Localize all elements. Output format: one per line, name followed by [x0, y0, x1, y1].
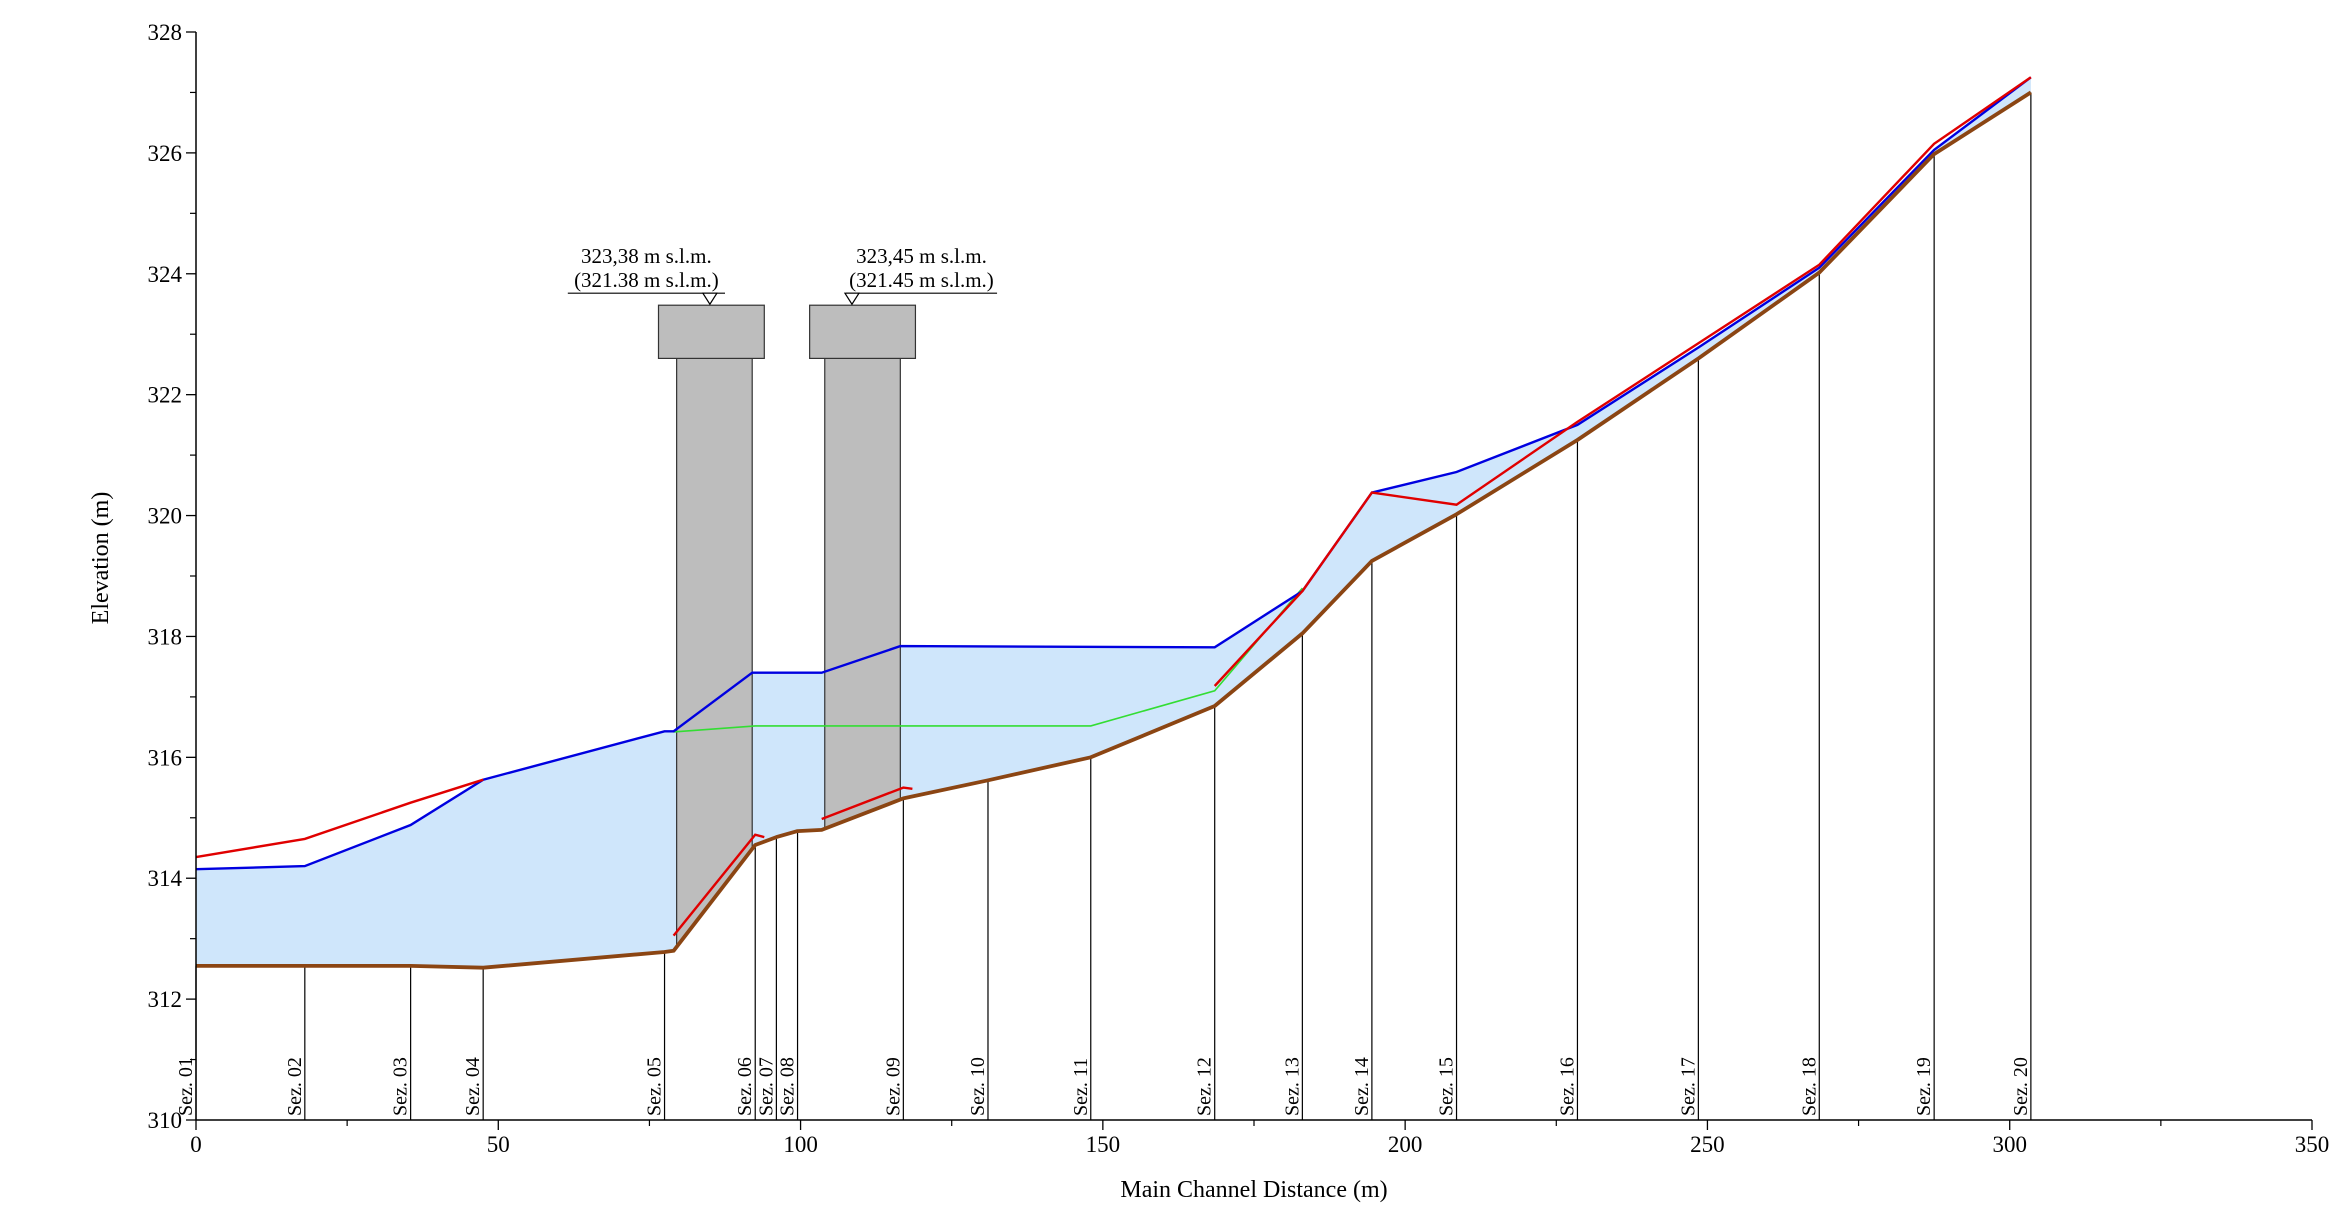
section-label-19: Sez. 19	[1913, 1057, 1935, 1116]
section-label-18: Sez. 18	[1798, 1057, 1820, 1116]
section-label-11: Sez. 11	[1070, 1058, 1092, 1116]
y-tick-label-318: 318	[148, 624, 183, 649]
bridge-deck-1	[657, 304, 765, 360]
y-tick-label-324: 324	[148, 262, 183, 287]
section-label-3: Sez. 03	[390, 1057, 412, 1116]
section-label-17: Sez. 17	[1677, 1057, 1699, 1116]
x-tick-label-150: 150	[1086, 1132, 1121, 1157]
water-fill-area	[196, 77, 2031, 968]
water-surface-line	[195, 76, 2032, 871]
x-tick-label-350: 350	[2295, 1132, 2330, 1157]
x-tick-label-100: 100	[783, 1132, 818, 1157]
x-tick-label-300: 300	[1992, 1132, 2027, 1157]
y-tick-label-328: 328	[148, 20, 183, 45]
x-tick-label-250: 250	[1690, 1132, 1725, 1157]
bridge-label-1-elevation: 323,38 m s.l.m.	[581, 244, 712, 268]
section-label-2: Sez. 02	[284, 1057, 306, 1116]
bridge-label-1-elevation-secondary: (321.38 m s.l.m.)	[574, 268, 719, 292]
section-label-12: Sez. 12	[1194, 1057, 1216, 1116]
section-label-5: Sez. 05	[644, 1057, 666, 1116]
x-tick-label-50: 50	[487, 1132, 510, 1157]
section-label-10: Sez. 10	[967, 1057, 989, 1116]
y-tick-label-326: 326	[148, 141, 183, 166]
y-tick-label-316: 316	[148, 745, 183, 770]
section-label-13: Sez. 13	[1281, 1057, 1303, 1116]
section-label-9: Sez. 09	[882, 1057, 904, 1116]
y-tick-label-314: 314	[148, 866, 183, 891]
section-label-4: Sez. 04	[462, 1057, 484, 1116]
section-label-6: Sez. 06	[734, 1057, 756, 1116]
bridge-deck-2	[809, 304, 917, 360]
bridge-pier-2	[824, 357, 901, 830]
y-tick-label-310: 310	[148, 1108, 183, 1133]
energy-grade-line-3	[821, 786, 913, 821]
section-label-8: Sez. 08	[777, 1057, 799, 1116]
energy-grade-line-2	[672, 833, 765, 937]
y-tick-label-312: 312	[148, 987, 183, 1012]
energy-grade-line-4	[1213, 76, 2032, 687]
section-label-15: Sez. 15	[1436, 1057, 1458, 1116]
bridge-1-level-marker-icon	[701, 292, 718, 306]
bridge-label-2-elevation: 323,45 m s.l.m.	[856, 244, 987, 268]
x-tick-label-0: 0	[190, 1132, 202, 1157]
critical-depth-line	[673, 587, 1304, 733]
y-axis-title: Elevation (m)	[88, 492, 114, 625]
section-label-1: Sez. 01	[175, 1057, 197, 1116]
x-axis-title: Main Channel Distance (m)	[1120, 1177, 1387, 1203]
energy-grade-line-1	[195, 778, 484, 859]
bridge-label-2-elevation-secondary: (321.45 m s.l.m.)	[849, 268, 994, 292]
section-label-16: Sez. 16	[1556, 1057, 1578, 1116]
y-tick-label-320: 320	[148, 504, 183, 529]
section-label-14: Sez. 14	[1351, 1057, 1373, 1116]
channel-bed-line	[196, 90, 2032, 970]
section-label-20: Sez. 20	[2010, 1057, 2032, 1116]
x-tick-label-200: 200	[1388, 1132, 1423, 1157]
bridge-pier-1	[676, 357, 753, 949]
section-label-7: Sez. 07	[755, 1057, 777, 1116]
y-tick-label-322: 322	[148, 383, 183, 408]
bridge-2-level-marker-icon	[843, 292, 861, 306]
